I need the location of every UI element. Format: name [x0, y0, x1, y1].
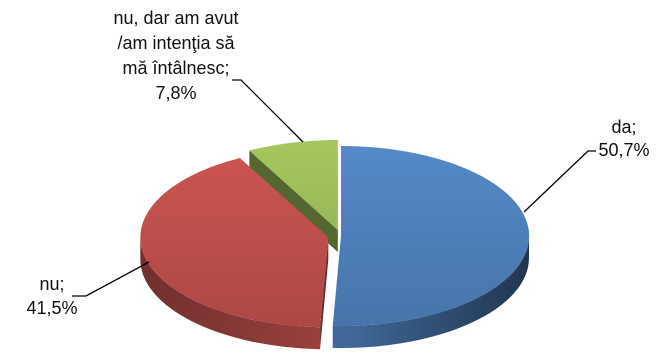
data-label-nu: nu; 41,5% — [20, 272, 84, 320]
data-label-percent: 7,8% — [155, 83, 197, 103]
data-label-category: nu; — [39, 274, 65, 294]
data-label-category-line: mă întâlnesc; — [122, 58, 230, 78]
leader-line-nu — [72, 261, 150, 297]
pie-slice-0-top — [332, 145, 530, 326]
pie-slice-1-side — [140, 237, 321, 350]
leader-line-da — [523, 150, 596, 213]
pie-slice-1-start-face — [320, 237, 329, 350]
data-label-category-line: /am intenţia să — [117, 33, 235, 53]
pie-slice-2-top — [249, 139, 338, 230]
data-label-category-line: nu, dar am avut — [113, 8, 239, 28]
pie-slice-0-side — [332, 236, 529, 348]
data-label-percent: 41,5% — [26, 298, 78, 318]
pie-top-faces — [140, 139, 530, 328]
pie-slice-1-top — [140, 157, 329, 328]
data-label-percent: 50,7% — [598, 140, 650, 160]
leader-line-nu-dar — [232, 79, 304, 143]
data-label-da: da; 50,7% — [594, 116, 654, 162]
data-label-nu-dar: nu, dar am avut /am intenţia să mă întâl… — [91, 6, 261, 106]
data-label-category: da; — [611, 117, 637, 137]
